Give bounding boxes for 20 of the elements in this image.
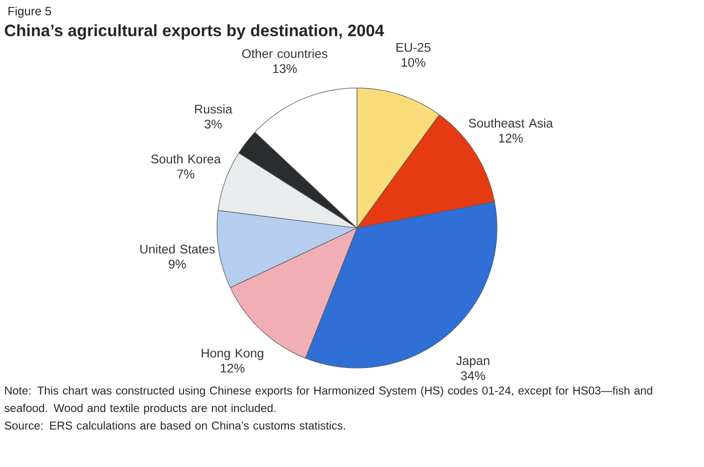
data-label: 9% <box>168 260 186 269</box>
slice-label: Japan <box>456 356 490 368</box>
caption: Figure 5 <box>8 6 52 18</box>
slice-label: Hong Kong <box>202 348 264 360</box>
data-label: 7% <box>177 170 194 178</box>
data-label: 12% <box>499 134 523 143</box>
data-label: 34% <box>460 371 486 380</box>
slice-label: United States <box>140 244 215 254</box>
chart-title: China’s agricultural exports by destination, 2004 <box>4 24 384 40</box>
slice-label: EU-25 <box>396 42 430 52</box>
source-note: Source: ERS calculations are based on China’s customs statistics. <box>4 421 346 430</box>
data-label: 13% <box>273 64 297 74</box>
slice-label: Southeast Asia <box>468 118 554 128</box>
slice-label: Other countries <box>242 48 328 58</box>
slice-label: Russia <box>195 104 232 114</box>
data-label: 3% <box>204 120 222 129</box>
data-label: 12% <box>220 364 244 373</box>
text: Note: This chart was constructed using Chinese exports for Harmonized System (HS) codes 01-24, except for HS03—fish and seafood. Wood and textile products are not included. <box>4 386 652 414</box>
slice-label: South Korea <box>151 154 221 164</box>
data-label: 10% <box>402 58 426 67</box>
